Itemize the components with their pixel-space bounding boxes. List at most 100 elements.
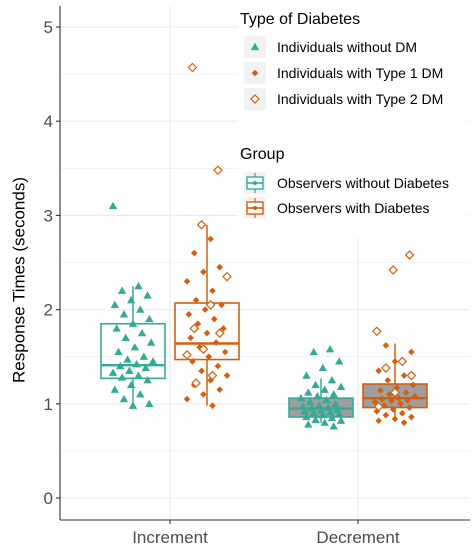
data-point — [390, 387, 400, 398]
legend-dot — [253, 206, 257, 210]
y-tick-label: 2 — [44, 301, 53, 320]
data-point — [311, 380, 320, 389]
data-point — [145, 399, 154, 407]
data-point — [371, 326, 382, 337]
data-point — [210, 315, 218, 323]
data-point — [112, 324, 121, 332]
legend: Type of Diabetes Group Individuals witho… — [238, 3, 468, 238]
axes: 0 1 2 3 4 5 Increment Decrement — [44, 6, 470, 545]
data-point — [305, 397, 315, 406]
data-point — [136, 390, 145, 398]
data-points — [108, 62, 419, 430]
data-point — [404, 250, 415, 260]
data-point — [334, 409, 344, 418]
data-point — [336, 416, 346, 424]
legend-label: Individuals with Type 1 DM — [277, 65, 443, 81]
data-point — [183, 278, 191, 285]
data-point — [121, 333, 130, 342]
data-point — [183, 395, 191, 403]
data-point — [386, 391, 393, 398]
data-point — [397, 356, 408, 367]
data-point — [320, 418, 329, 426]
data-point — [209, 287, 216, 295]
data-point — [375, 367, 382, 375]
data-point — [222, 271, 232, 282]
data-point — [373, 408, 381, 415]
y-tick-label: 0 — [44, 489, 53, 508]
data-point — [322, 395, 331, 404]
data-point — [309, 409, 318, 417]
data-point — [194, 320, 202, 328]
legend-symbol — [250, 94, 260, 104]
data-point — [187, 62, 198, 73]
data-point — [132, 360, 141, 368]
data-point — [108, 201, 118, 210]
data-point — [213, 165, 223, 176]
y-axis-title: Response Times (seconds) — [9, 177, 28, 383]
data-point — [380, 402, 388, 409]
legend-background — [238, 3, 468, 238]
data-point — [207, 370, 218, 381]
data-point — [329, 390, 338, 398]
data-point — [309, 347, 318, 356]
legend-symbol — [250, 42, 260, 51]
box-increment-with — [174, 224, 240, 406]
data-point — [218, 301, 225, 309]
data-point — [382, 411, 390, 419]
y-tick-label: 5 — [44, 18, 53, 37]
legend-title-group: Group — [240, 146, 285, 163]
data-point — [327, 376, 337, 384]
data-point — [406, 370, 417, 381]
data-point — [334, 357, 344, 365]
y-tick-label: 3 — [44, 206, 53, 225]
data-point — [128, 401, 138, 409]
data-point — [320, 385, 329, 393]
data-point — [191, 378, 201, 388]
data-point — [329, 422, 338, 430]
data-point — [382, 342, 390, 349]
data-point — [223, 372, 231, 379]
data-point — [391, 415, 399, 423]
data-point — [212, 339, 220, 346]
data-point — [200, 268, 207, 276]
data-point — [137, 328, 147, 337]
data-point — [198, 344, 209, 355]
data-point — [117, 286, 127, 294]
data-point — [126, 380, 136, 389]
data-point — [388, 397, 395, 405]
data-point — [391, 358, 399, 365]
data-point — [325, 408, 335, 416]
data-point — [409, 381, 417, 389]
data-point — [190, 249, 198, 257]
data-point — [182, 349, 192, 360]
data-point — [114, 347, 123, 356]
data-point — [130, 343, 140, 351]
data-point — [119, 394, 129, 403]
data-point — [201, 306, 209, 313]
data-point — [207, 235, 214, 243]
data-point — [313, 392, 322, 400]
data-point — [198, 367, 205, 375]
data-point — [200, 391, 207, 398]
data-point — [148, 357, 158, 365]
data-point — [398, 409, 406, 417]
data-point — [207, 376, 214, 384]
data-point — [373, 401, 384, 412]
data-point — [402, 389, 410, 396]
data-point — [209, 402, 216, 409]
data-point — [325, 344, 335, 353]
data-point — [302, 371, 311, 379]
data-point — [214, 328, 225, 338]
data-point — [189, 358, 196, 365]
data-point — [116, 361, 125, 370]
data-point — [134, 281, 143, 290]
data-point — [395, 394, 402, 402]
data-point — [302, 412, 311, 421]
x-tick-label: Decrement — [316, 528, 399, 545]
data-point — [406, 404, 413, 411]
data-point — [189, 323, 200, 334]
data-point — [128, 319, 138, 327]
data-point — [404, 396, 412, 404]
data-point — [146, 338, 156, 346]
